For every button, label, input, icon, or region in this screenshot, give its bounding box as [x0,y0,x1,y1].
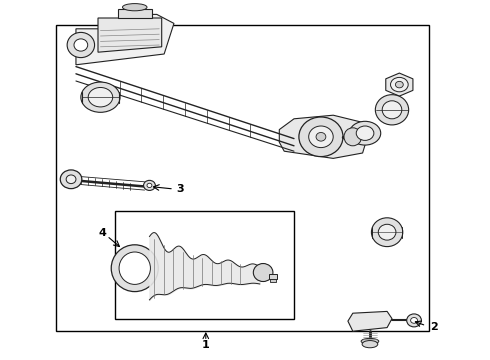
Ellipse shape [356,126,374,140]
Text: 1: 1 [202,339,210,350]
Ellipse shape [378,224,396,240]
Ellipse shape [395,81,403,88]
Polygon shape [270,279,276,282]
Ellipse shape [60,170,82,189]
Ellipse shape [253,264,273,282]
Ellipse shape [88,87,113,107]
Text: 2: 2 [430,321,438,332]
Ellipse shape [411,318,417,323]
Ellipse shape [119,252,150,284]
Ellipse shape [316,132,326,141]
Ellipse shape [375,95,409,125]
Text: 3: 3 [176,184,184,194]
Polygon shape [279,115,368,158]
Ellipse shape [391,77,408,92]
Polygon shape [269,274,277,279]
Polygon shape [386,73,413,96]
Ellipse shape [81,82,120,112]
Polygon shape [76,14,174,65]
Ellipse shape [111,245,158,292]
Ellipse shape [74,39,88,51]
Ellipse shape [362,341,378,348]
Ellipse shape [122,4,147,11]
Ellipse shape [382,101,402,119]
Ellipse shape [371,218,403,247]
Ellipse shape [349,121,381,145]
Bar [56,25,429,331]
Ellipse shape [361,338,379,344]
Ellipse shape [309,126,333,148]
Bar [115,211,294,319]
Ellipse shape [66,175,76,184]
Ellipse shape [344,128,362,146]
Ellipse shape [67,32,95,58]
Ellipse shape [299,117,343,157]
Polygon shape [118,9,152,18]
Ellipse shape [147,183,152,188]
Polygon shape [348,311,392,331]
Ellipse shape [144,180,155,190]
Polygon shape [98,18,162,52]
Text: 4: 4 [99,228,107,238]
Ellipse shape [407,314,421,327]
